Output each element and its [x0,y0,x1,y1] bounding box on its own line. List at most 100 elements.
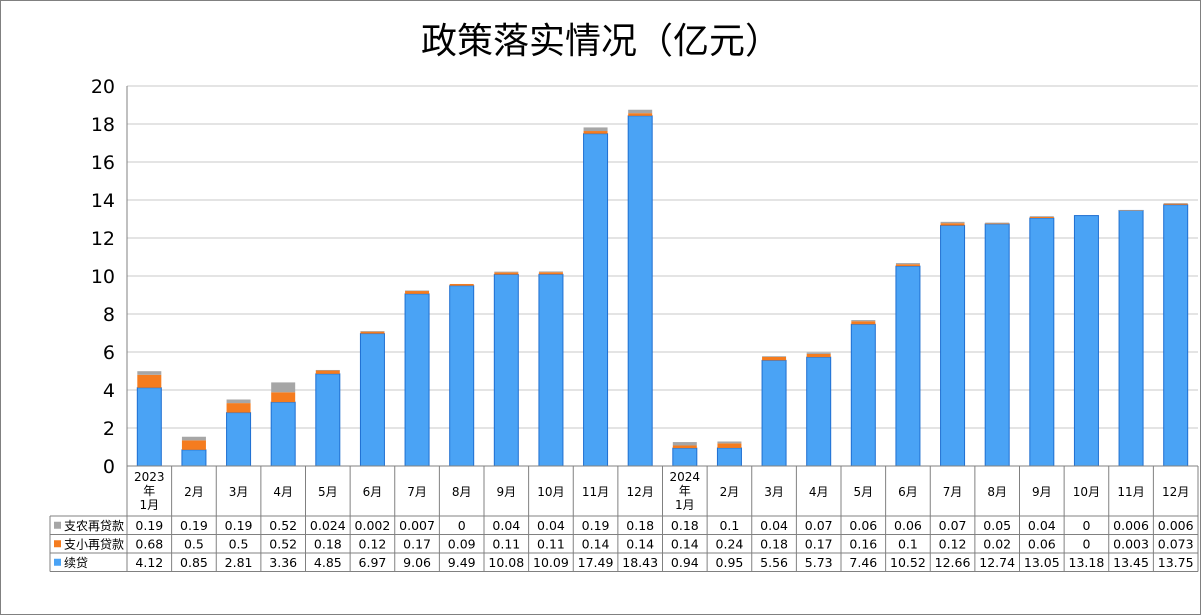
data-label: 0.14 [626,536,654,551]
bar-segment-zhinong [1029,216,1054,217]
data-label: 13.18 [1069,555,1105,570]
bar-segment-zhinong [672,442,697,446]
bar-segment-zhixiao [137,374,162,388]
bar-segment-xudai [1118,209,1144,467]
data-label: 17.49 [578,555,614,570]
data-label: 0.07 [939,518,967,533]
data-label: 0.002 [355,518,391,533]
data-label: 0.1 [898,536,918,551]
bar-segment-xudai [226,412,252,467]
data-label: 13.05 [1024,555,1060,570]
data-label: 0.52 [269,536,297,551]
bar-segment-xudai [806,356,832,467]
legend-label: 支小再贷款 [64,537,124,551]
bar-segment-zhixiao [940,223,965,226]
bar-segment-zhinong [1163,203,1188,204]
bar-segment-zhinong [940,221,965,224]
x-tick-label: 3月 [229,485,249,499]
x-tick-label: 年 [679,484,691,498]
data-label: 18.43 [622,555,658,570]
bar-segment-xudai [136,387,162,467]
y-tick-label: 0 [103,456,115,478]
data-label: 0.06 [894,518,922,533]
data-label: 9.49 [448,555,476,570]
bar-segment-zhinong [628,109,653,114]
bar-segment-zhinong [360,331,385,332]
data-label: 0.24 [716,536,744,551]
data-label: 13.45 [1113,555,1149,570]
data-label: 0.18 [314,536,342,551]
data-label: 0.006 [1113,518,1149,533]
data-label: 2.81 [225,555,253,570]
bar-segment-zhinong [494,271,519,273]
bar-segment-zhinong [806,352,831,354]
data-label: 0.006 [1158,518,1194,533]
x-tick-label: 5月 [853,485,873,499]
bar-segment-zhinong [895,263,920,265]
data-label: 0.1 [719,518,739,533]
bar-segment-zhinong [405,290,430,292]
bar-segment-zhinong [271,382,296,393]
x-tick-label: 10月 [537,485,564,499]
x-tick-label: 1月 [139,498,159,512]
data-label: 0.17 [403,536,431,551]
bar-segment-zhinong [181,436,206,441]
y-tick-label: 2 [103,418,115,440]
bar-segment-zhixiao [449,283,474,286]
data-label: 0.07 [805,518,833,533]
bar-segment-zhinong [137,371,162,375]
x-tick-label: 7月 [943,485,963,499]
bar-segment-xudai [449,285,475,467]
y-tick-label: 12 [91,228,115,250]
x-tick-label: 11月 [1117,485,1144,499]
data-label: 0.19 [135,518,163,533]
bar-segment-zhixiao [315,370,340,374]
bar-segment-xudai [895,265,921,467]
bar-segment-xudai [672,447,698,467]
x-tick-label: 5月 [318,485,338,499]
legend-label: 支农再贷款 [64,519,124,533]
data-label: 0.007 [399,518,435,533]
data-label: 0.14 [582,536,610,551]
data-label: 6.97 [359,555,387,570]
x-tick-label: 2月 [184,485,204,499]
data-label: 3.36 [269,555,297,570]
data-label: 0.68 [135,536,163,551]
x-tick-label: 4月 [273,485,293,499]
data-label: 12.66 [935,555,971,570]
data-label: 0.14 [671,536,699,551]
data-label: 0.5 [229,536,249,551]
bar-segment-zhixiao [405,290,430,294]
bar-segment-xudai [940,224,966,467]
y-tick-label: 16 [91,152,115,174]
data-label: 0.05 [983,518,1011,533]
bar-segment-zhinong [226,399,251,404]
bar-segment-xudai [404,293,430,467]
legend-label: 续贷 [64,556,88,570]
data-label: 0 [1082,536,1090,551]
bar-segment-xudai [627,115,653,467]
bar-segment-zhinong [538,271,563,273]
y-tick-label: 10 [91,266,115,288]
bar-segment-zhixiao [806,353,831,358]
data-label: 0.19 [225,518,253,533]
x-tick-label: 年 [143,484,155,498]
bar-segment-xudai [583,133,609,467]
bar-segment-zhixiao [226,403,251,413]
x-tick-label: 4月 [809,485,829,499]
data-label: 0 [458,518,466,533]
y-tick-label: 6 [103,342,115,364]
bar-segment-zhinong [851,320,876,322]
legend-swatch [54,521,61,529]
data-label: 4.85 [314,555,342,570]
data-label: 5.56 [760,555,788,570]
x-tick-label: 6月 [363,485,383,499]
bar-segment-zhinong [1119,210,1144,211]
data-label: 0.09 [448,536,476,551]
data-label: 0.11 [537,536,565,551]
bar-segment-zhinong [717,441,742,444]
data-label: 0.52 [269,518,297,533]
